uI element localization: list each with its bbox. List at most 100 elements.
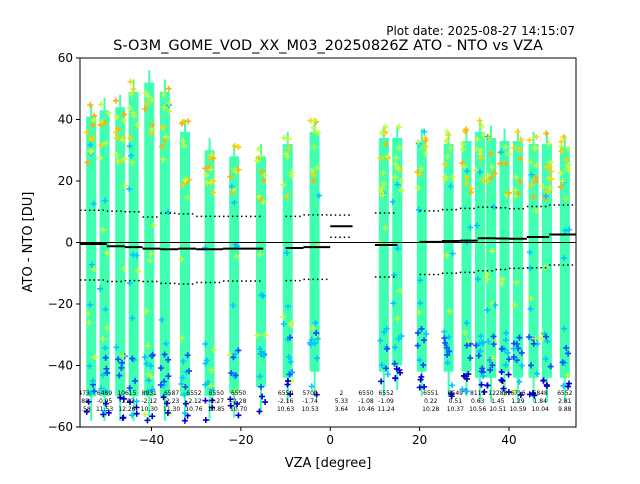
scatter-point [157, 365, 164, 372]
scatter-point [476, 117, 483, 124]
scatter-point [83, 129, 90, 136]
scatter-point [420, 361, 427, 368]
scatter-point [485, 134, 492, 141]
scatter-point [505, 356, 512, 363]
scatter-point [505, 189, 512, 196]
scatter-column [112, 94, 128, 422]
scatter-point [498, 280, 505, 287]
scatter-point [127, 78, 134, 85]
scatter-point [91, 354, 98, 361]
scatter-point [158, 316, 165, 323]
scatter-point [447, 145, 454, 152]
scatter-point [133, 398, 140, 405]
x-axis-label: VZA [degree] [285, 456, 372, 471]
annotation-text: 6550 [231, 390, 246, 397]
annotation-text: -2.12 [186, 398, 202, 405]
annotation-text: -0.95 [97, 398, 113, 405]
y-tick-label: −40 [48, 359, 73, 373]
scatter-point [560, 382, 567, 389]
scatter-point [480, 373, 487, 380]
scatter-point [513, 173, 520, 180]
scatter-column [472, 117, 488, 403]
scatter-point [557, 183, 564, 190]
scatter-point [461, 329, 468, 336]
scatter-point [179, 120, 186, 127]
scatter-point [101, 407, 108, 414]
scatter-point [254, 157, 261, 164]
scatter-point [516, 334, 523, 341]
scatter-point [280, 181, 287, 188]
scatter-point [280, 313, 287, 320]
scatter-point [149, 351, 156, 358]
scatter-point [315, 129, 322, 136]
scatter-point [481, 388, 488, 395]
scatter-point [447, 183, 454, 190]
scatter-point [490, 341, 497, 348]
scatter-point [102, 306, 109, 313]
scatter-point [208, 166, 215, 173]
scatter-point [547, 184, 554, 191]
scatter-point [475, 352, 482, 359]
scatter-point [504, 349, 511, 356]
scatter-point [510, 144, 517, 151]
scatter-point [415, 206, 422, 213]
scatter-point [85, 310, 92, 317]
scatter-point [163, 400, 170, 407]
scatter-point [540, 377, 547, 384]
scatter-column [441, 129, 456, 400]
scatter-point [467, 354, 474, 361]
scatter-point [313, 329, 320, 336]
scatter-point [444, 153, 451, 160]
scatter-point [564, 372, 571, 379]
scatter-point [210, 189, 217, 196]
scatter-point [517, 178, 524, 185]
scatter-column [178, 118, 193, 424]
annotation-text: 8111 [470, 390, 485, 397]
scatter-point [390, 300, 397, 307]
scatter-point [530, 194, 537, 201]
scatter-point [444, 351, 451, 358]
y-tick-label: 20 [58, 174, 73, 188]
annotation-text: 0.88 [76, 398, 90, 405]
scatter-point [418, 373, 425, 380]
scatter-point [144, 100, 151, 107]
scatter-point [532, 174, 539, 181]
scatter-column [459, 126, 474, 397]
scatter-point [381, 329, 388, 336]
scatter-column [126, 78, 141, 421]
scatter-point [396, 144, 403, 151]
scatter-point [141, 105, 148, 112]
scatter-point [487, 366, 494, 373]
scatter-point [463, 320, 470, 327]
annotation-text: -2.16 [278, 398, 294, 405]
annotation-text: 3.64 [335, 406, 349, 413]
scatter-point [280, 320, 287, 327]
scatter-point [145, 371, 152, 378]
scatter-point [285, 135, 292, 142]
scatter-point [227, 396, 234, 403]
scatter-point [257, 251, 264, 258]
scatter-point [526, 334, 533, 341]
scatter-point [210, 155, 217, 162]
scatter-point [474, 276, 481, 283]
scatter-point [392, 375, 399, 382]
annotation-text: 6550 [209, 390, 224, 397]
scatter-point [208, 367, 215, 374]
scatter-point [478, 155, 485, 162]
scatter-point [484, 307, 491, 314]
scatter-point [231, 350, 238, 357]
scatter-point [513, 279, 520, 286]
scatter-point [147, 362, 154, 369]
scatter-point [487, 174, 494, 181]
scatter-point [181, 177, 188, 184]
scatter-point [202, 397, 209, 404]
annotation-text: 10.59 [509, 406, 526, 413]
scatter-point [561, 255, 568, 262]
scatter-point [473, 342, 480, 349]
scatter-point [418, 165, 425, 172]
annotation-text: 11.30 [163, 406, 180, 413]
scatter-point [130, 86, 137, 93]
scatter-point [228, 370, 235, 377]
scatter-point [441, 328, 448, 335]
